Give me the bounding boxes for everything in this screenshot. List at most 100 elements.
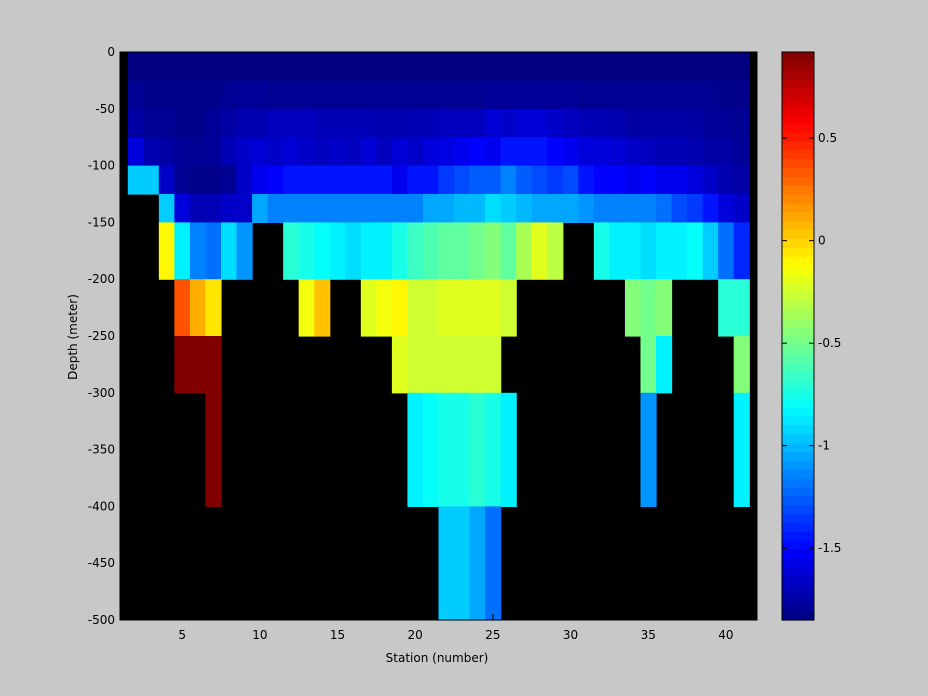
heatmap-cell	[422, 336, 440, 394]
colorbar-tick-label: -1.5	[818, 541, 841, 555]
heatmap-cell	[283, 52, 300, 81]
heatmap-cell	[578, 108, 595, 138]
heatmap-cell	[656, 52, 673, 81]
colorbar-frame	[781, 51, 815, 621]
heatmap-cell	[391, 279, 409, 337]
heatmap-cell	[485, 137, 502, 167]
heatmap-cell	[205, 194, 222, 223]
heatmap-cell	[158, 165, 175, 195]
heatmap-cell	[656, 279, 673, 337]
heatmap-cell	[702, 108, 719, 138]
heatmap-cell	[391, 165, 409, 195]
heatmap-cell	[454, 506, 471, 621]
colorbar-swatch	[782, 469, 814, 479]
heatmap-cell	[438, 52, 455, 81]
colorbar-swatch	[782, 69, 814, 80]
heatmap-cell	[127, 52, 144, 81]
heatmap-cell	[624, 165, 642, 195]
heatmap-cell	[422, 194, 440, 223]
heatmap-cell	[702, 52, 719, 81]
heatmap-cell	[718, 194, 735, 223]
heatmap-cell	[687, 194, 704, 223]
colorbar-swatch	[782, 194, 814, 204]
colorbar-swatch	[782, 424, 814, 435]
heatmap-cell	[189, 108, 207, 138]
heatmap-cell	[127, 108, 144, 138]
colorbar-swatch	[782, 265, 814, 275]
x-tick-label: 20	[408, 628, 423, 642]
heatmap-cell	[469, 279, 486, 337]
heatmap-cell	[485, 506, 502, 621]
heatmap-cell	[609, 108, 626, 138]
x-axis-label: Station (number)	[386, 651, 489, 665]
colorbar-swatch	[782, 256, 814, 266]
heatmap-cell	[671, 194, 688, 223]
heatmap-cell	[438, 80, 455, 110]
heatmap-cell	[407, 222, 424, 280]
heatmap-cell	[733, 194, 750, 223]
heatmap-cell	[329, 52, 346, 81]
heatmap-cell	[656, 222, 673, 280]
heatmap-cell	[593, 137, 611, 167]
heatmap-cell	[454, 52, 471, 81]
heatmap-cell	[422, 165, 440, 195]
heatmap-cell	[314, 108, 331, 138]
y-tick-label: -350	[88, 443, 115, 457]
heatmap-cell	[454, 222, 471, 280]
colorbar-swatch	[782, 318, 814, 328]
heatmap-cell	[454, 194, 471, 223]
colorbar-swatch	[782, 52, 814, 62]
colorbar-swatch	[782, 398, 814, 408]
heatmap-cell	[702, 165, 719, 195]
heatmap-cell	[314, 52, 331, 81]
colorbar-swatch	[782, 238, 814, 248]
heatmap-cell	[189, 52, 207, 81]
heatmap-cell	[158, 137, 175, 167]
colorbar-swatch	[782, 158, 814, 168]
heatmap-cell	[205, 336, 222, 394]
heatmap-cell	[469, 108, 486, 138]
heatmap-cell	[360, 222, 377, 280]
heatmap-cell	[469, 80, 486, 110]
heatmap-cell	[687, 80, 704, 110]
heatmap-cell	[205, 222, 222, 280]
heatmap-cell	[733, 222, 750, 280]
colorbar-swatch	[782, 327, 814, 337]
heatmap-cell	[624, 194, 642, 223]
heatmap-cell	[500, 80, 517, 110]
heatmap-cell	[609, 194, 626, 223]
heatmap-cell	[516, 222, 533, 280]
heatmap-cell	[174, 52, 191, 81]
heatmap-cell	[516, 80, 533, 110]
heatmap-cell	[329, 137, 346, 167]
heatmap-cell	[733, 279, 750, 337]
heatmap-cell	[345, 80, 362, 110]
heatmap-cell	[376, 165, 393, 195]
colorbar-tick-label: -0.5	[818, 336, 841, 350]
heatmap-cell	[391, 108, 409, 138]
heatmap-cell	[158, 80, 175, 110]
heatmap-cell	[127, 80, 144, 110]
heatmap-cell	[562, 52, 579, 81]
heatmap-cell	[422, 80, 440, 110]
heatmap-cell	[656, 194, 673, 223]
heatmap-cell	[189, 165, 207, 195]
heatmap-cell	[220, 108, 238, 138]
heatmap-cell	[500, 392, 517, 507]
heatmap-cell	[485, 279, 502, 337]
heatmap-cell	[360, 137, 377, 167]
heatmap-cell	[562, 80, 579, 110]
colorbar-swatch	[782, 273, 814, 284]
plot-area	[120, 52, 757, 621]
heatmap-cell	[236, 194, 253, 223]
heatmap-cell	[143, 165, 160, 195]
heatmap-cell	[158, 194, 175, 223]
heatmap-cell	[624, 137, 642, 167]
heatmap-cell	[656, 165, 673, 195]
heatmap-cell	[578, 165, 595, 195]
heatmap-cell	[516, 52, 533, 81]
heatmap-cell	[500, 137, 517, 167]
heatmap-cell	[189, 336, 207, 394]
heatmap-cell	[329, 165, 346, 195]
heatmap-cell	[143, 80, 160, 110]
